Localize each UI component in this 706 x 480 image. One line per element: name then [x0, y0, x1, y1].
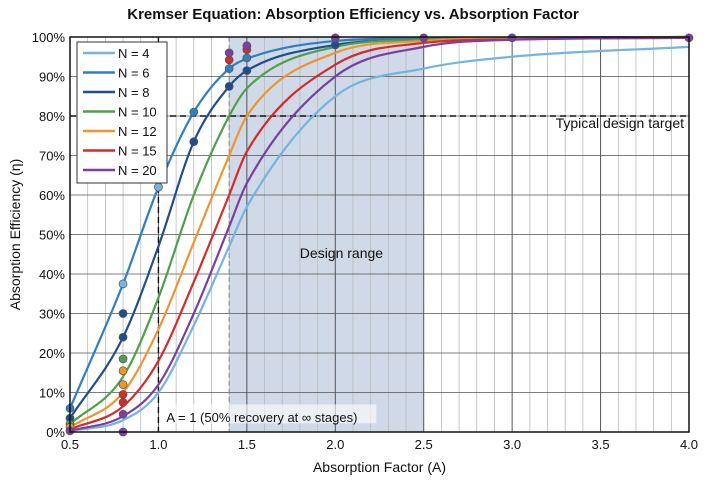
data-point — [118, 332, 128, 342]
series-line-n20 — [69, 36, 690, 432]
legend-entry: N = 12 — [118, 124, 157, 139]
x-tick-label: 3.5 — [592, 437, 610, 452]
x-axis-label: Absorption Factor (A) — [313, 459, 446, 475]
legend-entry: N = 4 — [118, 46, 149, 61]
legend-entry: N = 20 — [118, 163, 157, 178]
data-point — [118, 366, 128, 376]
chart-title: Kremser Equation: Absorption Efficiency … — [127, 6, 579, 23]
y-tick-label: 10% — [39, 386, 65, 401]
data-point — [242, 53, 252, 63]
x-tick-label: 0.5 — [61, 437, 79, 452]
legend: N = 4 N = 6 N = 8 N = 10 N = 12 N = 15 N = 20 — [76, 41, 168, 184]
x-tick-label: 4.0 — [680, 437, 698, 452]
y-tick-label: 20% — [39, 346, 65, 361]
data-point — [118, 279, 128, 289]
y-axis-label: Absorption Efficiency (η) — [7, 159, 23, 310]
y-tick-label: 100% — [32, 30, 66, 45]
data-point — [224, 82, 234, 91]
data-point — [118, 398, 128, 407]
data-point — [189, 137, 199, 147]
x-tick-label: 2.0 — [326, 437, 344, 452]
data-point — [224, 64, 234, 73]
y-tick-label: 60% — [39, 188, 65, 203]
design-range-label: Design range — [300, 245, 383, 261]
x-tick-label: 1.5 — [238, 437, 256, 452]
y-tick-label: 40% — [39, 267, 65, 282]
data-point — [189, 107, 199, 117]
legend-entry: N = 10 — [118, 105, 157, 120]
data-point — [242, 41, 252, 51]
data-point — [118, 309, 128, 318]
data-point — [224, 48, 234, 58]
y-tick-label: 80% — [39, 109, 65, 124]
x-tick-label: 2.5 — [415, 437, 433, 452]
design-target-label: Typical design target — [556, 115, 685, 131]
data-point — [419, 33, 429, 43]
data-point — [242, 66, 252, 75]
y-tick-label: 70% — [39, 149, 65, 164]
y-tick-label: 0% — [46, 425, 65, 440]
legend-entry: N = 6 — [118, 66, 149, 81]
data-point — [118, 354, 128, 364]
plot-frame — [69, 36, 690, 433]
y-tick-label: 90% — [39, 70, 65, 85]
data-point — [118, 409, 128, 419]
a-equals-one-label: A = 1 (50% recovery at ∞ stages) — [166, 410, 357, 425]
series-line-n4 — [69, 45, 690, 433]
data-point — [154, 182, 163, 192]
data-point — [118, 380, 128, 389]
annotation-bg — [161, 404, 377, 424]
data-point — [507, 33, 517, 43]
data-point — [118, 390, 128, 399]
x-tick-label: 1.0 — [149, 437, 167, 452]
legend-entry: N = 15 — [118, 144, 157, 159]
y-tick-label: 30% — [39, 307, 65, 322]
x-tick-label: 3.0 — [503, 437, 521, 452]
y-tick-label: 50% — [39, 228, 65, 243]
data-point — [330, 33, 340, 43]
legend-entry: N = 8 — [118, 85, 149, 100]
